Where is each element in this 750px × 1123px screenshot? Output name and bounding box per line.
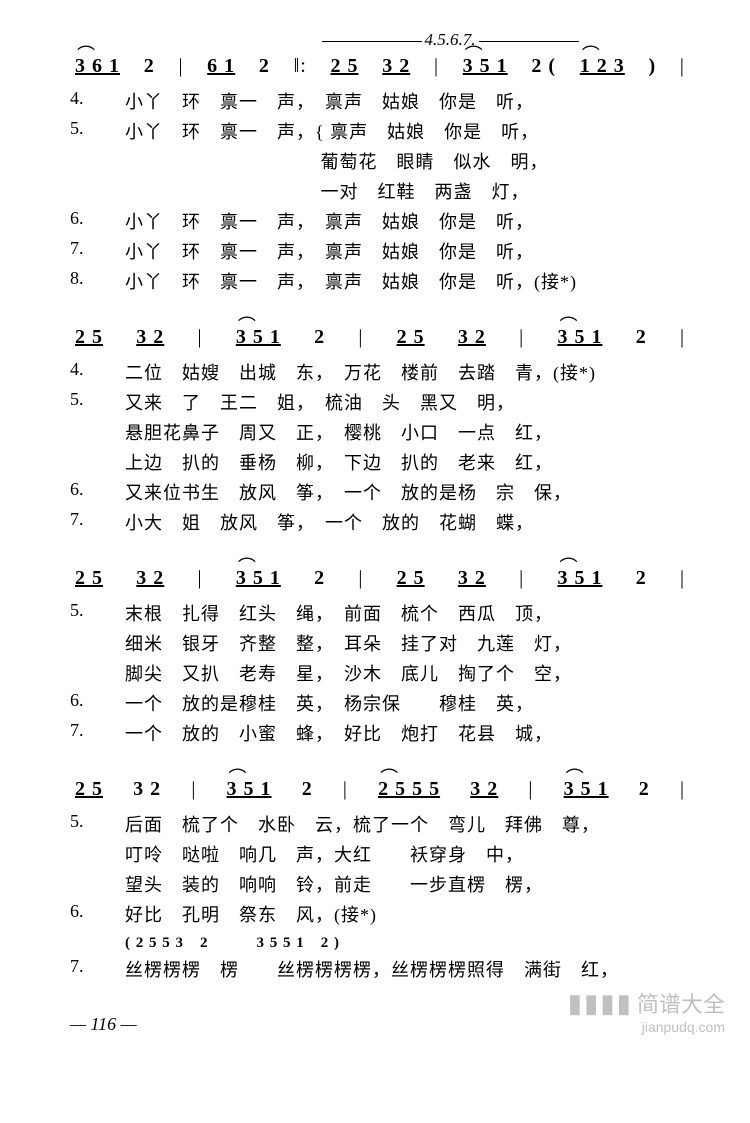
lyric-line: 望头 装的 响响 铃，前走 一步直楞 楞， — [70, 871, 690, 897]
lyric-line: 悬胆花鼻子 周又 正， 樱桃 小口 一点 红， — [70, 419, 690, 445]
score-block: 2 5 3 2 | 3 5 1 2 | 2 5 3 2 | 3 5 1 2 | 5… — [70, 567, 690, 746]
score-block: 2 5 3 2 | 3 5 1 2 | 2 5 5 5 3 2 | 3 5 1 … — [70, 778, 690, 982]
lyric-text: 小丫 环 禀一 声，{ 禀声 姑娘 你是 听， — [125, 118, 690, 144]
lyric-line: 6.小丫 环 禀一 声， 禀声 姑娘 你是 听， — [70, 208, 690, 234]
lyric-text: 望头 装的 响响 铃，前走 一步直楞 楞， — [125, 871, 690, 897]
verse-number — [70, 449, 125, 475]
lyric-line: 脚尖 又扒 老寿 星， 沙木 底儿 掏了个 空， — [70, 660, 690, 686]
verse-number: 6. — [70, 690, 125, 716]
watermark-url: jianpudq.com — [642, 1019, 725, 1035]
verse-number: 8. — [70, 268, 125, 294]
verse-number — [70, 871, 125, 897]
lyric-line: ( 2 5 5 3 2 3 5 5 1 2 ) — [70, 931, 690, 952]
lyric-text: 一对 红鞋 两盏 灯， — [125, 178, 690, 204]
lyric-line: 7.小大 姐 放风 筝， 一个 放的 花蝴 蝶， — [70, 509, 690, 535]
verse-number: 7. — [70, 509, 125, 535]
lyric-text: 小丫 环 禀一 声， 禀声 姑娘 你是 听， — [125, 238, 690, 264]
lyric-text: 细米 银牙 齐整 整， 耳朵 挂了对 九莲 灯， — [125, 630, 690, 656]
verse-number — [70, 660, 125, 686]
lyric-line: 6.又来位书生 放风 筝， 一个 放的是杨 宗 保， — [70, 479, 690, 505]
lyric-line: 叮呤 哒啦 响几 声，大红 袄穿身 中， — [70, 841, 690, 867]
lyric-text: 一个 放的 小蜜 蜂， 好比 炮打 花县 城， — [125, 720, 690, 746]
verse-number — [70, 148, 125, 174]
watermark-text: 简谱大全 — [637, 992, 725, 1017]
lyric-line: 5.又来 了 王二 姐， 梳油 头 黑又 明， — [70, 389, 690, 415]
lyric-text: 上边 扒的 垂杨 柳， 下边 扒的 老来 红， — [125, 449, 690, 475]
lyric-line: 5.小丫 环 禀一 声，{ 禀声 姑娘 你是 听， — [70, 118, 690, 144]
lyric-line: 8.小丫 环 禀一 声， 禀声 姑娘 你是 听，(接*) — [70, 268, 690, 294]
notation-line: 3 6 1 2 | 6 1 2 ‖: 2 5 3 2 | 3 5 1 2 (1 … — [70, 55, 690, 78]
verse-number — [70, 931, 125, 952]
lyric-text: 小丫 环 禀一 声， 禀声 姑娘 你是 听， — [125, 88, 690, 114]
verse-number: 5. — [70, 389, 125, 415]
lyric-line: 细米 银牙 齐整 整， 耳朵 挂了对 九莲 灯， — [70, 630, 690, 656]
lyric-line: 5.末根 扎得 红头 绳， 前面 梳个 西瓜 顶， — [70, 600, 690, 626]
lyric-line: 6.好比 孔明 祭东 风，(接*) — [70, 901, 690, 927]
lyric-text: 悬胆花鼻子 周又 正， 樱桃 小口 一点 红， — [125, 419, 690, 445]
score-block: 2 5 3 2 | 3 5 1 2 | 2 5 3 2 | 3 5 1 2 | 4… — [70, 326, 690, 535]
notation-line: 2 5 3 2 | 3 5 1 2 | 2 5 5 5 3 2 | 3 5 1 … — [70, 778, 690, 801]
verse-number — [70, 630, 125, 656]
lyric-text: 葡萄花 眼睛 似水 明， — [125, 148, 690, 174]
verse-number: 7. — [70, 238, 125, 264]
verse-number: 6. — [70, 901, 125, 927]
verse-number: 6. — [70, 479, 125, 505]
verse-number: 4. — [70, 359, 125, 385]
lyric-text: ( 2 5 5 3 2 3 5 5 1 2 ) — [125, 931, 690, 952]
lyric-text: 一个 放的是穆桂 英， 杨宗保 穆桂 英， — [125, 690, 690, 716]
verse-number: 5. — [70, 600, 125, 626]
score-block: 3 6 1 2 | 6 1 2 ‖: 2 5 3 2 | 3 5 1 2 (1 … — [70, 55, 690, 294]
verse-number: 6. — [70, 208, 125, 234]
verse-number: 7. — [70, 956, 125, 982]
lyric-text: 二位 姑嫂 出城 东， 万花 楼前 去踏 青，(接*) — [125, 359, 690, 385]
lyric-line: 6.一个 放的是穆桂 英， 杨宗保 穆桂 英， — [70, 690, 690, 716]
verse-number: 7. — [70, 720, 125, 746]
lyric-line: 7.丝楞楞楞 楞 丝楞楞楞楞，丝楞楞楞照得 满街 红， — [70, 956, 690, 982]
lyric-line: 上边 扒的 垂杨 柳， 下边 扒的 老来 红， — [70, 449, 690, 475]
lyric-text: 叮呤 哒啦 响几 声，大红 袄穿身 中， — [125, 841, 690, 867]
lyric-text: 又来位书生 放风 筝， 一个 放的是杨 宗 保， — [125, 479, 690, 505]
watermark: ▮▮▮▮ 简谱大全 jianpudq.com — [568, 987, 725, 1037]
lyric-text: 小大 姐 放风 筝， 一个 放的 花蝴 蝶， — [125, 509, 690, 535]
lyric-text: 又来 了 王二 姐， 梳油 头 黑又 明， — [125, 389, 690, 415]
repeat-section-marker: 4.5.6.7. — [140, 30, 750, 50]
watermark-logo-icon: ▮▮▮▮ — [568, 989, 633, 1018]
notation-line: 2 5 3 2 | 3 5 1 2 | 2 5 3 2 | 3 5 1 2 | — [70, 326, 690, 349]
notation-line: 2 5 3 2 | 3 5 1 2 | 2 5 3 2 | 3 5 1 2 | — [70, 567, 690, 590]
lyric-line: 7.一个 放的 小蜜 蜂， 好比 炮打 花县 城， — [70, 720, 690, 746]
lyric-line: 4.小丫 环 禀一 声， 禀声 姑娘 你是 听， — [70, 88, 690, 114]
lyric-line: 7.小丫 环 禀一 声， 禀声 姑娘 你是 听， — [70, 238, 690, 264]
verse-number: 5. — [70, 118, 125, 144]
lyric-line: 葡萄花 眼睛 似水 明， — [70, 148, 690, 174]
lyric-line: 一对 红鞋 两盏 灯， — [70, 178, 690, 204]
lyric-line: 5.后面 梳了个 水卧 云，梳了一个 弯儿 拜佛 尊， — [70, 811, 690, 837]
lyric-text: 脚尖 又扒 老寿 星， 沙木 底儿 掏了个 空， — [125, 660, 690, 686]
lyric-text: 后面 梳了个 水卧 云，梳了一个 弯儿 拜佛 尊， — [125, 811, 690, 837]
score-content: 3 6 1 2 | 6 1 2 ‖: 2 5 3 2 | 3 5 1 2 (1 … — [70, 55, 690, 982]
verse-number — [70, 178, 125, 204]
verse-number — [70, 841, 125, 867]
lyric-text: 末根 扎得 红头 绳， 前面 梳个 西瓜 顶， — [125, 600, 690, 626]
verse-number: 5. — [70, 811, 125, 837]
score-page: 4.5.6.7. 3 6 1 2 | 6 1 2 ‖: 2 5 3 2 | 3 … — [0, 0, 750, 1055]
lyric-text: 小丫 环 禀一 声， 禀声 姑娘 你是 听，(接*) — [125, 268, 690, 294]
verse-number — [70, 419, 125, 445]
lyric-line: 4.二位 姑嫂 出城 东， 万花 楼前 去踏 青，(接*) — [70, 359, 690, 385]
lyric-text: 好比 孔明 祭东 风，(接*) — [125, 901, 690, 927]
lyric-text: 丝楞楞楞 楞 丝楞楞楞楞，丝楞楞楞照得 满街 红， — [125, 956, 690, 982]
verse-number: 4. — [70, 88, 125, 114]
lyric-text: 小丫 环 禀一 声， 禀声 姑娘 你是 听， — [125, 208, 690, 234]
